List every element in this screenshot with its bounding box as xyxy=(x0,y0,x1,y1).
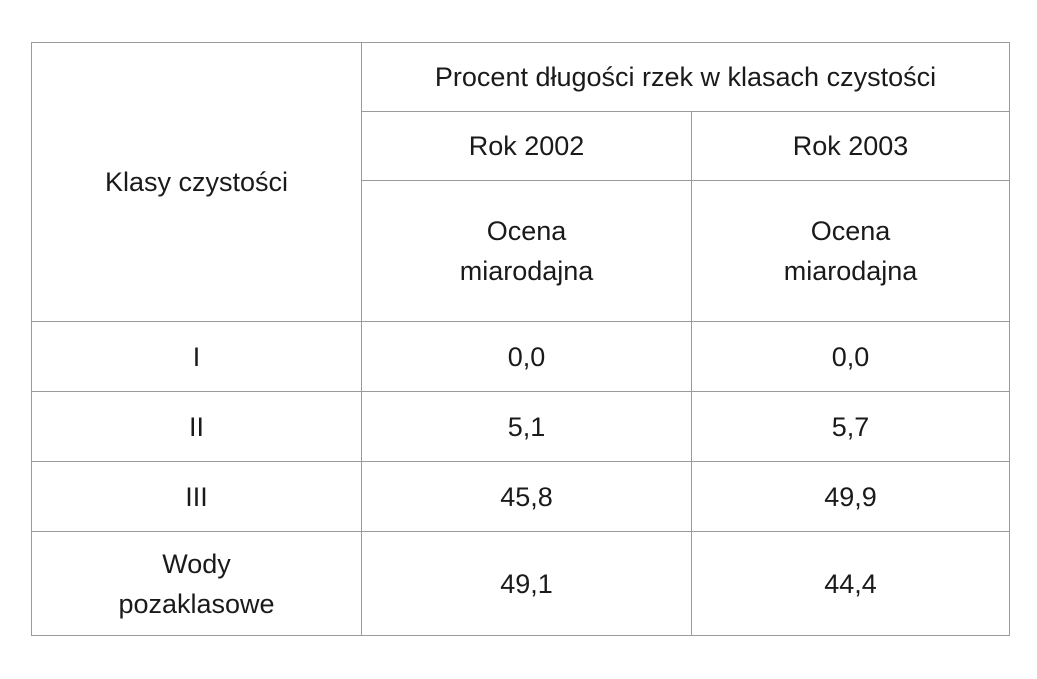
header-percent-length-label: Procent długości rzek w klasach czystośc… xyxy=(434,62,937,92)
class-label: II xyxy=(188,411,204,442)
class-cell: II xyxy=(31,391,362,462)
table-row: III 45,8 49,9 xyxy=(31,461,1010,532)
header-year-2002-label: Rok 2002 xyxy=(468,131,585,161)
header-year-2002: Rok 2002 xyxy=(361,111,692,181)
value-2002-cell: 45,8 xyxy=(361,461,692,532)
header-year-2003: Rok 2003 xyxy=(691,111,1010,181)
value-2003-cell: 5,7 xyxy=(691,391,1010,462)
value-2003-cell: 0,0 xyxy=(691,321,1010,392)
table-row: Wody pozaklasowe 49,1 44,4 xyxy=(31,531,1010,636)
header-row-group: Klasy czystości Procent długości rzek w … xyxy=(31,42,1010,322)
header-row-years: Rok 2002 Rok 2003 xyxy=(32,111,1010,181)
header-percent-length: Procent długości rzek w klasach czystośc… xyxy=(361,42,1010,112)
header-purity-classes-label: Klasy czystości xyxy=(104,167,289,197)
value-2003: 44,4 xyxy=(824,568,877,599)
value-2002: 49,1 xyxy=(500,568,553,599)
value-2003: 49,9 xyxy=(824,481,877,512)
header-assessment-2003: Ocena miarodajna xyxy=(691,180,1010,322)
class-cell: I xyxy=(31,321,362,392)
value-2002-cell: 49,1 xyxy=(361,531,692,636)
class-label: III xyxy=(185,481,208,512)
class-cell: III xyxy=(31,461,362,532)
value-2003: 5,7 xyxy=(831,411,870,442)
class-cell: Wody pozaklasowe xyxy=(31,531,362,636)
table-row: II 5,1 5,7 xyxy=(31,391,1010,462)
class-label: I xyxy=(192,341,201,372)
header-purity-classes: Klasy czystości xyxy=(31,42,362,322)
header-assessment-2002: Ocena miarodajna xyxy=(361,180,692,322)
class-label: Wody pozaklasowe xyxy=(118,548,275,619)
header-row-assessment: Ocena miarodajna Ocena miarodajna xyxy=(32,180,1010,322)
value-2003-cell: 44,4 xyxy=(691,531,1010,636)
value-2002: 45,8 xyxy=(500,481,553,512)
value-2003-cell: 49,9 xyxy=(691,461,1010,532)
header-year-2003-label: Rok 2003 xyxy=(792,131,909,161)
value-2003: 0,0 xyxy=(831,341,870,372)
value-2002: 5,1 xyxy=(507,411,546,442)
table-row: I 0,0 0,0 xyxy=(31,321,1010,392)
header-assessment-2002-label: Ocena miarodajna xyxy=(459,216,594,286)
value-2002-cell: 5,1 xyxy=(361,391,692,462)
value-2002-cell: 0,0 xyxy=(361,321,692,392)
value-2002: 0,0 xyxy=(507,341,546,372)
header-assessment-2003-label: Ocena miarodajna xyxy=(783,216,918,286)
river-purity-table: Klasy czystości Procent długości rzek w … xyxy=(31,42,1010,636)
